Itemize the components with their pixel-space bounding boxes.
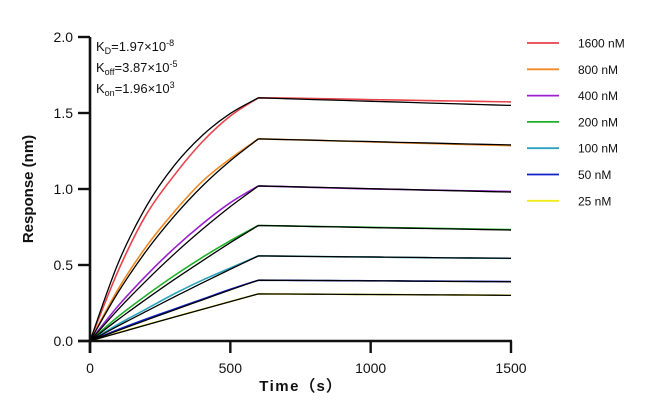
x-tick-label: 1000 bbox=[355, 360, 386, 376]
kon-annotation: Kon=1.96×103 bbox=[96, 80, 175, 98]
x-tick-label: 0 bbox=[86, 360, 94, 376]
legend-item: 1600 nM bbox=[527, 37, 625, 51]
fit-line-4 bbox=[89, 255, 512, 342]
koff-annotation: Koff=3.87×10-5 bbox=[96, 59, 177, 77]
x-ticks: 0 500 1000 1500 bbox=[86, 341, 527, 376]
y-tick-label: 1.0 bbox=[54, 181, 74, 197]
legend-item: 25 nM bbox=[527, 194, 611, 208]
legend-label: 200 nM bbox=[578, 115, 618, 129]
y-tick-label: 0.5 bbox=[54, 257, 74, 273]
legend-item: 200 nM bbox=[527, 115, 618, 129]
y-tick-label: 2.0 bbox=[54, 29, 74, 45]
legend-label: 25 nM bbox=[578, 194, 611, 208]
fit-line-6 bbox=[89, 293, 512, 342]
legend-label: 1600 nM bbox=[578, 37, 625, 51]
fit-line-1 bbox=[89, 138, 512, 342]
y-axis-title: Response (nm) bbox=[20, 135, 37, 243]
legend-label: 50 nM bbox=[578, 168, 611, 182]
x-axis-title: Time（s） bbox=[259, 377, 343, 395]
legend-item: 400 nM bbox=[527, 89, 618, 103]
kd-annotation: KD=1.97×10-8 bbox=[96, 38, 174, 56]
fit-line-3 bbox=[89, 224, 512, 342]
legend-item: 50 nM bbox=[527, 168, 611, 182]
x-tick-label: 500 bbox=[219, 360, 243, 376]
legend-item: 100 nM bbox=[527, 142, 618, 156]
fit-line-5 bbox=[89, 279, 512, 342]
y-tick-label: 0.0 bbox=[54, 333, 74, 349]
fit-line-2 bbox=[89, 185, 512, 342]
legend: 1600 nM 800 nM 400 nM 200 nM 100 nM 50 nM 25 n… bbox=[527, 37, 625, 208]
y-tick-label: 1.5 bbox=[54, 105, 74, 121]
plot-area bbox=[89, 97, 512, 342]
y-ticks: 0.0 0.5 1.0 1.5 2.0 bbox=[54, 29, 90, 349]
kinetic-constants-annotation: KD=1.97×10-8 Koff=3.87×10-5 Kon=1.96×103 bbox=[96, 38, 177, 98]
legend-label: 400 nM bbox=[578, 89, 618, 103]
series-line-1600-nm bbox=[89, 97, 512, 342]
legend-label: 100 nM bbox=[578, 142, 618, 156]
x-tick-label: 1500 bbox=[495, 360, 526, 376]
fit-line-0 bbox=[89, 97, 512, 342]
legend-label: 800 nM bbox=[578, 63, 618, 77]
legend-item: 800 nM bbox=[527, 63, 618, 77]
series-line-50-nm bbox=[89, 279, 512, 342]
series-line-800-nm bbox=[89, 138, 512, 342]
